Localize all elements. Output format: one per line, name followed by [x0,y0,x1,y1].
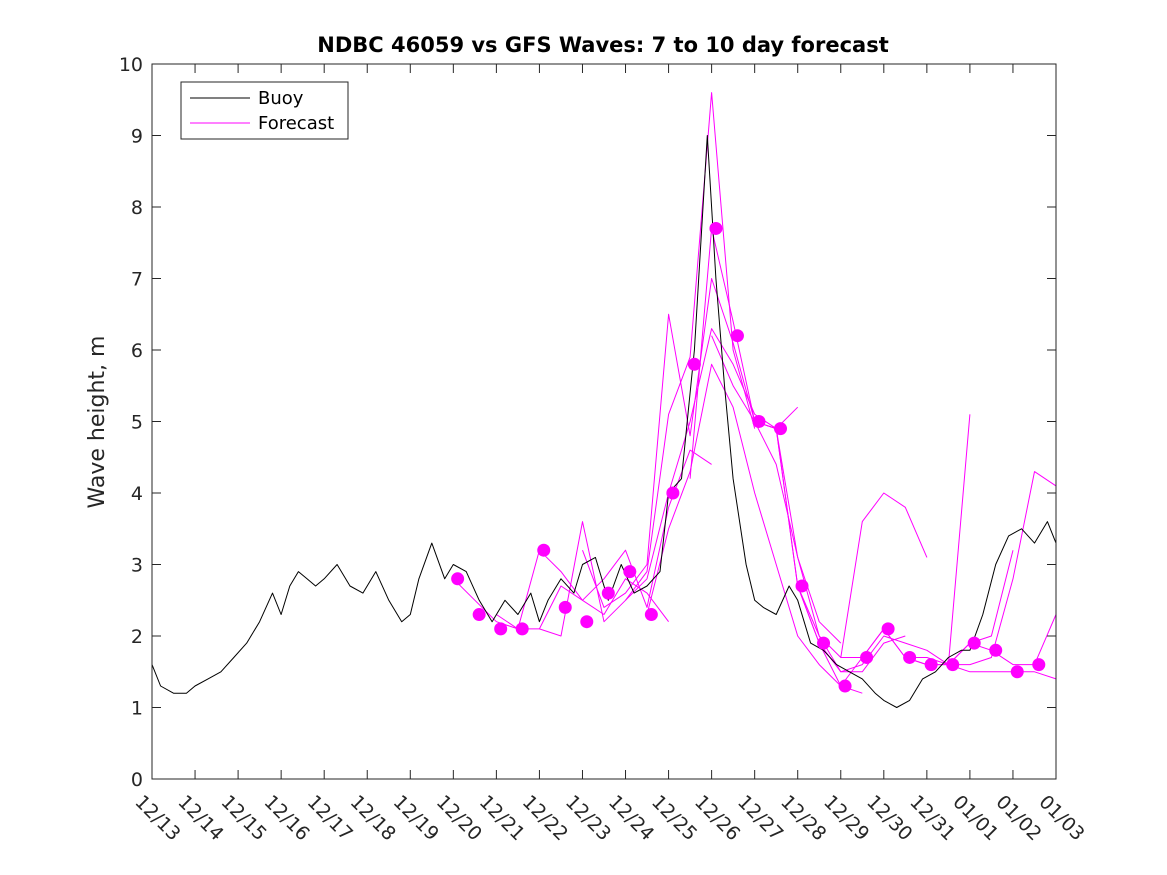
forecast-point [730,329,744,343]
forecast-point [451,572,465,586]
forecast-point [1032,658,1046,672]
forecast-point [752,415,766,428]
chart-title: NDBC 46059 vs GFS Waves: 7 to 10 day for… [317,33,888,57]
forecast-point [666,486,680,500]
forecast-point [795,579,809,593]
forecast-point [1010,665,1024,679]
forecast-point [644,608,658,622]
y-axis-label: Wave height, m [85,336,110,509]
forecast-point [623,565,637,579]
forecast-point [881,622,895,636]
y-tick-label: 10 [119,54,143,76]
forecast-point [687,357,701,371]
y-tick-label: 4 [131,483,143,505]
forecast-point [601,586,615,600]
forecast-point [537,543,551,557]
y-tick-label: 9 [131,126,143,148]
forecast-point [709,221,723,235]
forecast-point [515,622,529,636]
plot-area [151,64,1057,779]
forecast-series-line [948,664,1057,680]
forecast-series-line [625,328,842,644]
legend-label-forecast: Forecast [258,113,334,134]
forecast-point [989,643,1003,657]
forecast-point [472,608,486,622]
forecast-point [558,600,572,614]
forecast-point [494,622,508,636]
legend-box [180,81,349,140]
legend: Buoy Forecast [180,81,349,140]
forecast-point [860,650,874,664]
y-tick-label: 2 [131,626,143,648]
forecast-point [817,636,831,650]
forecast-point [773,422,787,436]
legend-label-buoy: Buoy [258,88,304,109]
forecast-point [838,679,852,693]
forecast-point [967,636,981,650]
forecast-point [924,658,938,672]
y-tick-label: 8 [131,197,143,219]
y-tick-label: 3 [131,555,143,577]
y-tick-label: 6 [131,340,143,362]
y-tick-label: 0 [131,769,143,791]
buoy-series-line [151,135,1057,708]
forecast-series-line [646,363,863,694]
plot-background [152,64,1056,779]
y-tick-label: 7 [131,269,143,291]
forecast-series-line [711,335,928,658]
forecast-series-line [754,414,971,673]
forecast-point [903,650,917,664]
marker-layer [451,221,1046,693]
forecast-series-line [539,92,756,637]
y-tick-label: 1 [131,698,143,720]
forecast-point [946,658,960,672]
forecast-point [580,615,594,629]
y-tick-label: 5 [131,412,143,434]
